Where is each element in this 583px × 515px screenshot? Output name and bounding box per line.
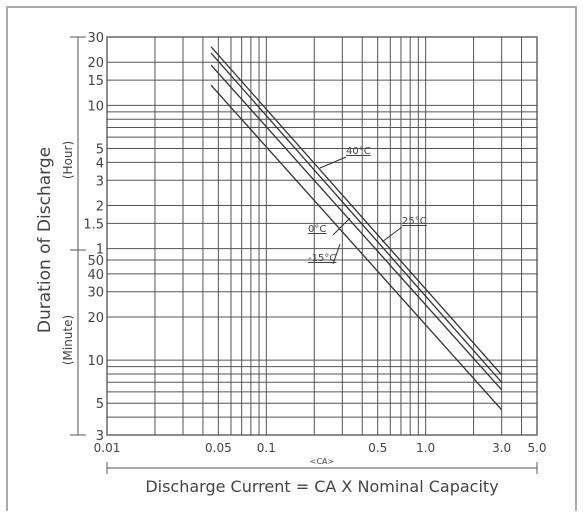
y-tick-label: 20 (87, 56, 104, 71)
y-tick-label: 5 (96, 397, 104, 412)
series-line (210, 84, 503, 411)
y-tick-label: 4 (96, 156, 104, 171)
y-tick-label: 2 (96, 199, 104, 214)
y-tick-label: 20 (87, 311, 104, 326)
y-tick-label: 3 (96, 429, 104, 444)
series-label: 0°C (308, 224, 326, 235)
series-line (210, 46, 503, 376)
y-tick-label: 50 (87, 254, 104, 269)
frame (6, 6, 577, 515)
series-label: 25°C (402, 216, 427, 227)
x-tick-label: 0.1 (257, 441, 276, 455)
series-line (210, 52, 503, 383)
x-tick-label: 5.0 (527, 441, 546, 455)
label-leader (319, 156, 347, 169)
y-tick-label: 10 (87, 99, 104, 114)
label-leader (332, 243, 341, 265)
x-tick-label: 3.0 (492, 441, 511, 455)
y-tick-label: 10 (87, 354, 104, 369)
label-leader (381, 226, 403, 243)
y-tick-label: 30 (87, 286, 104, 301)
series-line (210, 64, 503, 391)
y-tick-label: 30 (87, 31, 104, 46)
y-tick-label: 5 (96, 142, 104, 157)
y-lower-label: (Minute) (61, 315, 75, 365)
y-tick-label: 1.5 (83, 217, 104, 232)
label-leader (332, 217, 351, 236)
x-tick-label: 1.0 (416, 441, 435, 455)
series-label: -15°C (308, 253, 336, 264)
y-tick-label: 3 (96, 174, 104, 189)
x-tick-label: 0.05 (205, 441, 232, 455)
y-tick-label: 1 (96, 243, 104, 258)
x-tick-label: 0.5 (368, 441, 387, 455)
y-axis-title: Duration of Discharge (35, 147, 55, 333)
series-label: 40°C (346, 146, 371, 157)
y-tick-label: 40 (87, 268, 104, 283)
y-upper-label: (Hour) (61, 141, 75, 179)
y-tick-label: 15 (87, 74, 104, 89)
x-unit-label: <CA> (310, 457, 334, 466)
x-tick-label: 0.01 (94, 441, 121, 455)
plot-border (106, 36, 538, 436)
x-axis-title: Discharge Current = CA X Nominal Capacit… (145, 477, 498, 496)
